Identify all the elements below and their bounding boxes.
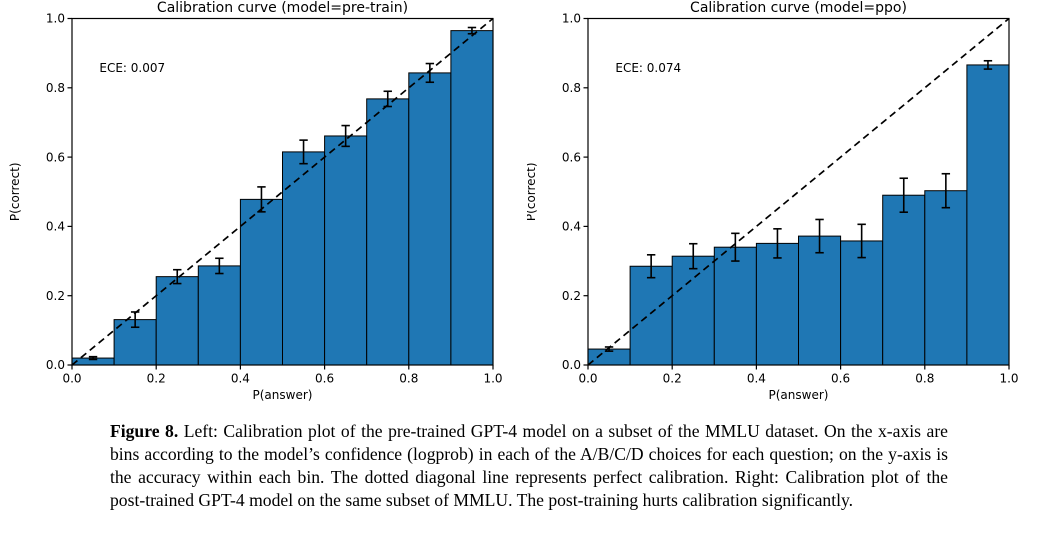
y-tick-label: 0.0 [562, 358, 581, 372]
chart-title: Calibration curve (model=pre-train) [157, 0, 408, 16]
calibration-chart-ppo: 0.0 0.2 0.4 0.6 0.8 1.0 0.0 0.2 0.4 0.6 0.8 1.0 Cali… [527, 0, 1019, 402]
x-tick-label: 0.8 [399, 372, 418, 386]
chart-title: Calibration curve (model=ppo) [690, 0, 907, 16]
y-tick-label: 0.6 [46, 150, 65, 164]
x-axis-label: P(answer) [253, 388, 313, 402]
x-tick-label: 0.2 [147, 372, 166, 386]
plot-border [587, 17, 1010, 366]
histogram-bar [629, 265, 673, 366]
y-tick-label: 0.2 [562, 289, 581, 303]
y-tick-label: 0.4 [46, 220, 65, 234]
y-tick-label: 0.4 [562, 220, 581, 234]
diagonal-reference-line [587, 17, 1010, 366]
histogram-bar [366, 98, 410, 366]
x-tick-label: 0.2 [663, 372, 682, 386]
histogram-bar [966, 64, 1010, 366]
histogram-bar [798, 235, 842, 366]
x-axis-label: P(answer) [769, 388, 829, 402]
y-axis-label: P(correct) [527, 162, 538, 221]
x-tick-label: 0.6 [831, 372, 850, 386]
histogram-bar [197, 265, 241, 366]
y-tick-label: 0.2 [46, 289, 65, 303]
x-tick-label: 0.4 [231, 372, 250, 386]
x-tick-label: 0.8 [915, 372, 934, 386]
y-tick-label: 1.0 [562, 12, 581, 26]
x-tick-label: 0.0 [62, 372, 81, 386]
calibration-chart-pretrain: 0.0 0.2 0.4 0.6 0.8 1.0 0.0 0.2 0.4 0.6 0.8 1.0 Cali… [8, 0, 503, 402]
y-tick-label: 0.8 [562, 81, 581, 95]
histogram-bar [671, 255, 715, 366]
y-axis-label: P(correct) [8, 162, 22, 221]
histogram-bar [840, 240, 884, 366]
histogram-bar [282, 151, 326, 366]
x-tick-label: 1.0 [483, 372, 502, 386]
histogram-bar [755, 242, 799, 366]
figure-caption-text: Left: Calibration plot of the pre-traine… [110, 421, 948, 510]
y-tick-label: 0.0 [46, 358, 65, 372]
histogram-bar [239, 198, 283, 366]
figure-label: Figure 8. [110, 421, 179, 441]
x-tick-label: 1.0 [999, 372, 1018, 386]
histogram-bar [408, 72, 452, 366]
x-tick-label: 0.0 [578, 372, 597, 386]
histogram-bar [324, 135, 368, 366]
ece-annotation: ECE: 0.074 [615, 61, 681, 75]
histogram-bar [450, 30, 494, 366]
y-tick-label: 1.0 [46, 12, 65, 26]
figure-caption: Figure 8. Left: Calibration plot of the … [110, 420, 948, 512]
x-tick-label: 0.6 [315, 372, 334, 386]
y-tick-label: 0.6 [562, 150, 581, 164]
histogram-bar [713, 246, 757, 366]
histogram-bar [882, 194, 926, 366]
diagonal-reference-line [71, 17, 494, 366]
ece-annotation: ECE: 0.007 [99, 61, 165, 75]
x-tick-label: 0.4 [747, 372, 766, 386]
plot-border [71, 17, 494, 366]
figure-charts: 0.0 0.2 0.4 0.6 0.8 1.0 0.0 0.2 0.4 0.6 0.8 1.0 Cali… [8, 0, 1019, 402]
histogram-bar [924, 190, 968, 366]
y-tick-label: 0.8 [46, 81, 65, 95]
